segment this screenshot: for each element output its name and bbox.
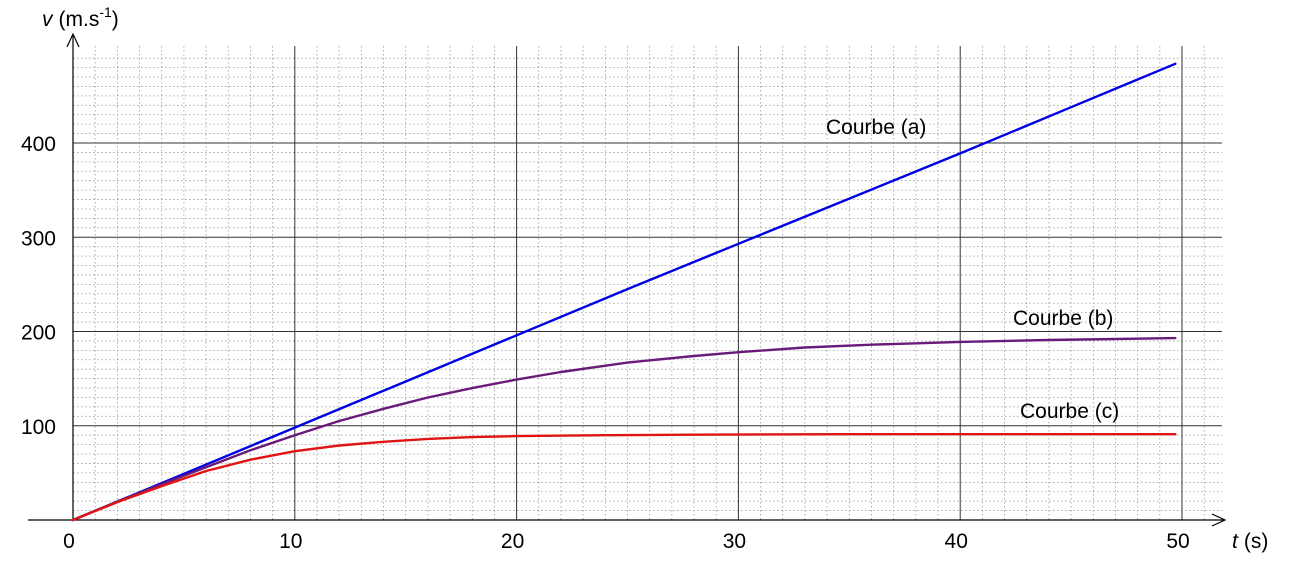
series-line-c — [71, 433, 1177, 522]
y-tick-label: 200 — [21, 322, 56, 345]
major-grid — [73, 46, 1222, 520]
y-axis-arrow — [66, 32, 80, 48]
series-label-c: Courbe (c) — [1020, 400, 1119, 423]
minor-grid — [73, 46, 1222, 520]
series-label-a: Courbe (a) — [826, 116, 926, 139]
x-tick-label: 20 — [501, 530, 524, 553]
axes — [28, 32, 1227, 527]
x-tick-label: 10 — [279, 530, 302, 553]
series-line-b — [71, 336, 1177, 522]
x-axis-label: t (s) — [1232, 530, 1268, 553]
y-tick-label: 300 — [21, 227, 56, 250]
series-label-b: Courbe (b) — [1013, 307, 1113, 330]
x-tick-label: 50 — [1166, 530, 1189, 553]
series-labels: Courbe (a) Courbe (b) Courbe (c) — [826, 116, 1119, 423]
y-tick-label: 100 — [21, 416, 56, 439]
x-tick-label: 0 — [63, 530, 75, 553]
x-tick-label: 30 — [723, 530, 746, 553]
y-tick-label: 400 — [21, 133, 56, 156]
tick-labels: 0 10 20 30 40 50 100 200 300 400 — [21, 133, 1190, 553]
series-line-a — [71, 62, 1177, 522]
x-tick-label: 40 — [945, 530, 968, 553]
x-axis-arrow — [1211, 513, 1227, 527]
series-layer — [71, 62, 1177, 522]
y-axis-label: v (m.s-1) — [42, 4, 119, 31]
